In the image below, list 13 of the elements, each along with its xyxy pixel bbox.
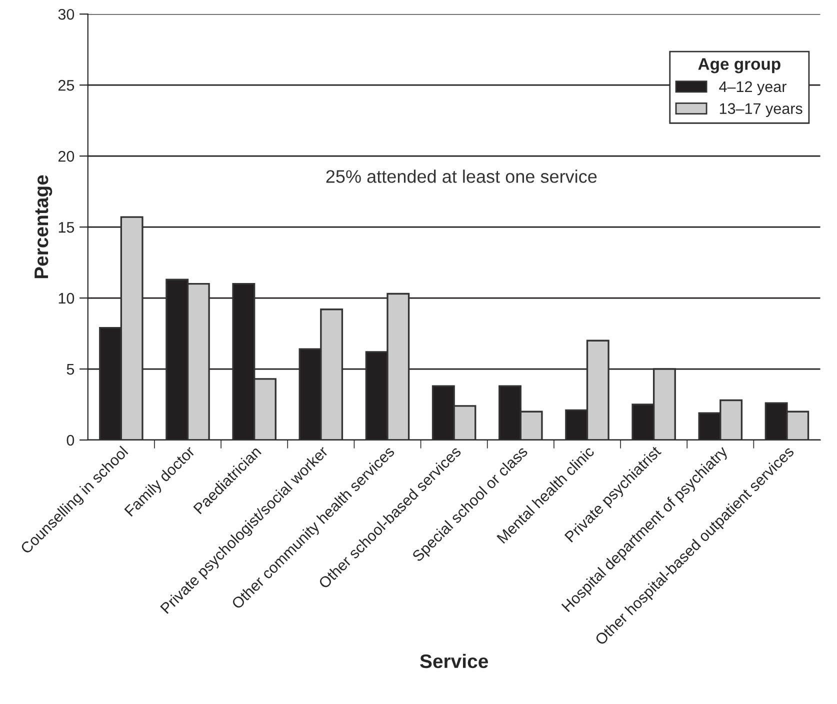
annotation: 25% attended at least one service [326, 170, 597, 183]
y-tick-label: 20 [58, 150, 74, 162]
y-tick-label: 15 [58, 222, 74, 233]
legend-title: Age group [698, 58, 780, 74]
legend-label: 4–12 year [719, 81, 786, 96]
x-axis-title: Service [420, 654, 488, 668]
y-tick-label: 5 [66, 364, 74, 375]
y-axis-title: Percentage [34, 175, 52, 278]
y-tick-label: 0 [66, 434, 74, 446]
legend-label: 13–17 years [720, 103, 802, 118]
y-tick-label: 10 [58, 292, 74, 304]
y-tick-label: 30 [58, 8, 74, 20]
y-tick-label: 25 [58, 80, 74, 91]
